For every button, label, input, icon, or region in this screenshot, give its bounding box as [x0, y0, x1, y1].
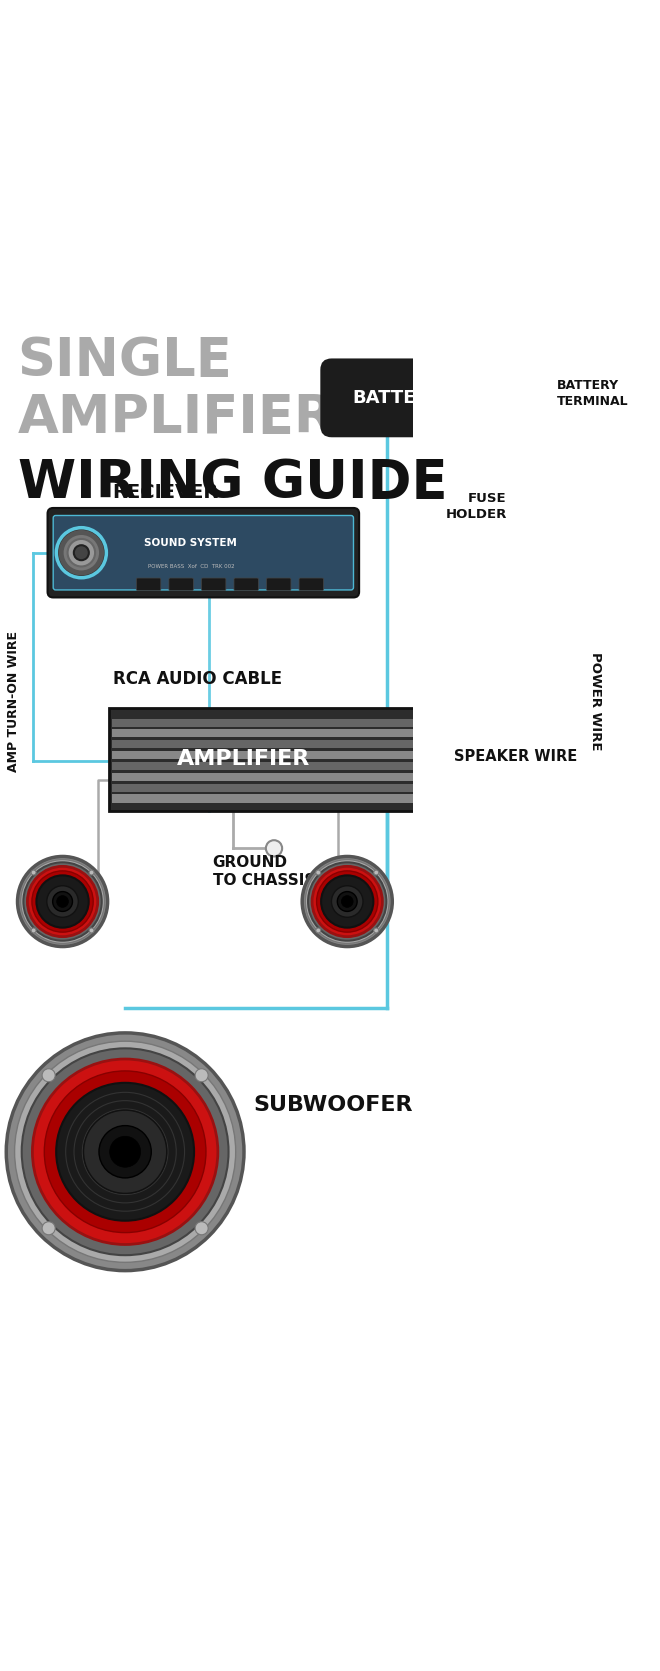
Circle shape: [89, 871, 94, 876]
FancyBboxPatch shape: [201, 578, 226, 590]
Circle shape: [18, 857, 108, 946]
Text: SUBWOOFER: SUBWOOFER: [253, 1095, 413, 1115]
FancyBboxPatch shape: [522, 521, 550, 597]
FancyBboxPatch shape: [320, 359, 499, 438]
Circle shape: [374, 871, 379, 876]
Circle shape: [47, 886, 79, 917]
FancyBboxPatch shape: [53, 515, 354, 590]
Circle shape: [321, 876, 374, 927]
Circle shape: [42, 1069, 55, 1081]
Circle shape: [341, 896, 353, 907]
Circle shape: [513, 383, 544, 413]
FancyBboxPatch shape: [110, 707, 444, 810]
Circle shape: [317, 871, 378, 932]
Circle shape: [312, 866, 382, 937]
FancyBboxPatch shape: [112, 730, 442, 737]
Text: SOUND SYSTEM: SOUND SYSTEM: [145, 538, 237, 548]
Circle shape: [195, 1222, 208, 1235]
FancyBboxPatch shape: [299, 578, 323, 590]
Circle shape: [15, 1041, 236, 1262]
Text: RCA AUDIO CABLE: RCA AUDIO CABLE: [113, 670, 282, 688]
Circle shape: [67, 540, 95, 566]
Circle shape: [22, 1048, 228, 1255]
Circle shape: [84, 1110, 167, 1193]
Circle shape: [56, 1083, 194, 1222]
Circle shape: [6, 1033, 244, 1270]
FancyBboxPatch shape: [112, 719, 442, 727]
Circle shape: [23, 862, 102, 941]
Text: FUSE
HOLDER: FUSE HOLDER: [446, 491, 507, 521]
Circle shape: [374, 927, 379, 932]
Circle shape: [74, 545, 89, 560]
FancyBboxPatch shape: [267, 578, 291, 590]
Circle shape: [32, 1059, 218, 1245]
Circle shape: [337, 892, 357, 911]
FancyBboxPatch shape: [112, 784, 442, 792]
FancyBboxPatch shape: [112, 772, 442, 780]
FancyBboxPatch shape: [48, 508, 359, 598]
Circle shape: [315, 871, 321, 876]
Text: POWER BASS  Xof  CD  TRK 002: POWER BASS Xof CD TRK 002: [147, 565, 234, 570]
Circle shape: [89, 927, 94, 932]
Circle shape: [42, 1222, 55, 1235]
Circle shape: [195, 1069, 208, 1081]
Circle shape: [32, 871, 93, 932]
Circle shape: [31, 871, 36, 876]
Circle shape: [20, 859, 104, 944]
Circle shape: [308, 862, 386, 941]
Circle shape: [331, 886, 363, 917]
Circle shape: [110, 1136, 141, 1168]
FancyBboxPatch shape: [169, 578, 193, 590]
Circle shape: [36, 876, 88, 927]
Text: SPEAKER WIRE: SPEAKER WIRE: [453, 749, 577, 764]
FancyBboxPatch shape: [112, 740, 442, 749]
Circle shape: [44, 1071, 206, 1233]
Text: WIRING GUIDE: WIRING GUIDE: [18, 458, 447, 510]
Text: AMPLIFIER: AMPLIFIER: [18, 391, 335, 443]
Text: GROUND
TO CHASSIS: GROUND TO CHASSIS: [213, 854, 315, 889]
Circle shape: [28, 866, 98, 937]
Text: AMP TURN-ON WIRE: AMP TURN-ON WIRE: [7, 630, 20, 772]
Text: AMPLIFIER: AMPLIFIER: [177, 749, 310, 769]
FancyBboxPatch shape: [112, 750, 442, 759]
Text: SINGLE: SINGLE: [18, 336, 232, 388]
Circle shape: [53, 892, 73, 911]
FancyBboxPatch shape: [137, 578, 161, 590]
Circle shape: [302, 857, 392, 946]
Circle shape: [31, 927, 36, 932]
Circle shape: [266, 841, 282, 857]
Circle shape: [57, 530, 105, 576]
Circle shape: [315, 927, 321, 932]
Circle shape: [63, 535, 100, 571]
Circle shape: [523, 391, 535, 404]
Text: BATTERY
TERMINAL: BATTERY TERMINAL: [557, 379, 628, 408]
FancyBboxPatch shape: [112, 762, 442, 770]
Text: BATTERY: BATTERY: [352, 389, 442, 406]
FancyBboxPatch shape: [234, 578, 259, 590]
Circle shape: [99, 1126, 151, 1178]
FancyBboxPatch shape: [112, 794, 442, 802]
Text: POWER WIRE: POWER WIRE: [589, 652, 602, 750]
Circle shape: [57, 896, 69, 907]
Text: RECIEVER: RECIEVER: [113, 483, 219, 503]
Circle shape: [306, 859, 389, 944]
